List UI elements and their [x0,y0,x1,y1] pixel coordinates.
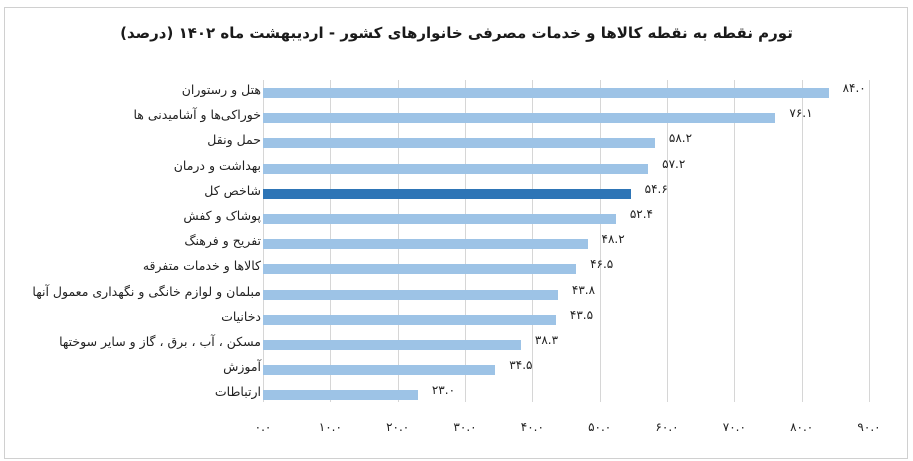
x-tick-label: ۶۰.۰ [655,420,679,434]
value-label: ۵۲.۴ [629,207,653,221]
category-label: دخانیات [221,308,261,324]
bar-row: ۴۳.۸ [263,282,869,307]
bar [263,390,418,401]
category-label: مسکن ، آب ، برق ، گاز و سایر سوختها [59,334,261,349]
bar-row: ۴۸.۲ [263,231,869,256]
bar-row: ۷۶.۱ [263,105,869,130]
x-tick-label: ۳۰.۰ [453,420,477,434]
value-label: ۷۶.۱ [789,106,813,121]
x-tick-label: ۲۰.۰ [386,420,410,434]
bar [263,239,588,250]
bar-row: ۳۸.۳ [263,332,869,357]
bar-row: ۵۸.۲ [263,130,869,155]
bar [263,264,577,275]
value-label: ۲۳.۰ [431,383,456,398]
gridline [667,80,668,402]
category-label: آموزش [223,359,261,375]
bar [263,214,616,224]
value-label: ۴۸.۲ [601,232,625,247]
gridline [801,80,803,402]
bar-row: ۳۴.۵ [263,357,869,382]
category-label: پوشاک و کفش [183,208,261,223]
bar [263,138,655,149]
plot-area: ۸۴.۰ ۷۶.۱ ۵۸.۲ ۵۷.۲ ۵۴.۶ ۵۲.۴ ۴۸.۲ ۴۶.۵ ۴۳.۸ ۴۳.۵… [263,80,870,402]
bar-row: ۲۳.۰ [263,382,869,407]
x-tick-label: ۷۰.۰ [722,420,746,434]
gridline [599,80,601,402]
x-tick-label: ۵۰.۰ [588,420,612,434]
value-label: ۳۴.۵ [509,358,533,373]
category-label: کالاها و خدمات متفرقه [142,258,261,274]
value-label: ۵۴.۶ [644,181,668,196]
x-tick-label: ۱۰.۰ [318,420,342,434]
bar-row: ۵۴.۶ [263,181,869,206]
bar-row: ۵۲.۴ [263,206,869,231]
bar [263,289,558,300]
value-label: ۸۴.۰ [842,81,866,95]
bar [263,163,649,174]
bar [263,340,521,350]
value-label: ۵۸.۲ [668,131,693,146]
category-label: شاخص کل [204,182,261,198]
x-tick-label: ۰.۰ [254,420,272,434]
category-label: ارتباطات [214,384,261,400]
x-tick-label: ۹۰.۰ [857,420,881,434]
value-label: ۵۷.۲ [662,156,686,171]
category-label: حمل ونقل [207,132,261,148]
bar [263,314,556,325]
chart-frame [4,7,908,459]
bar [263,365,496,376]
category-label: هتل و رستوران [181,82,261,97]
bar-row: ۴۳.۵ [263,307,869,332]
bar-row: ۵۷.۲ [263,156,869,181]
value-label: ۳۸.۳ [534,333,559,347]
value-label: ۴۶.۵ [590,257,614,272]
bar-row: ۸۴.۰ [263,80,869,105]
category-label: بهداشت و درمان [173,157,261,173]
gridline [869,80,870,402]
bar [263,113,776,124]
highlight-bar [263,188,631,199]
category-label: خوراکی‌ها و آشامیدنی ها [133,107,261,123]
x-tick-label: ۴۰.۰ [520,420,544,434]
chart-title: تورم نقطه به نقطه کالاها و خدمات مصرفی خ… [120,24,793,42]
value-label: ۴۳.۵ [569,307,594,322]
value-label: ۴۳.۸ [571,282,596,297]
gridline [734,80,736,402]
category-label: تفریح و فرهنگ [184,233,261,249]
category-label: مبلمان و لوازم خانگی و نگهداری معمول آنه… [32,283,261,299]
bar [263,88,829,98]
bar-row: ۴۶.۵ [263,256,869,281]
x-tick-label: ۸۰.۰ [790,420,814,434]
